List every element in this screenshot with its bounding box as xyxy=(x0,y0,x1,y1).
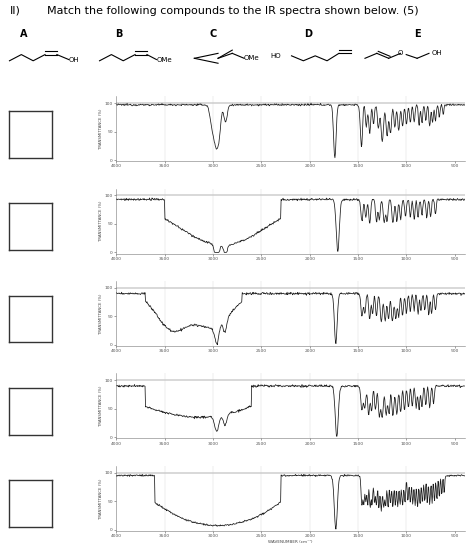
Text: B: B xyxy=(115,29,122,38)
Text: E: E xyxy=(414,29,420,38)
Text: C: C xyxy=(210,29,217,38)
Text: OH: OH xyxy=(431,51,442,56)
Y-axis label: TRANSMITTANCE (%): TRANSMITTANCE (%) xyxy=(99,201,102,241)
Text: Match the following compounds to the IR spectra shown below. (5): Match the following compounds to the IR … xyxy=(47,6,419,15)
X-axis label: WAVENUMBER (cm⁻¹): WAVENUMBER (cm⁻¹) xyxy=(268,540,312,544)
Text: A: A xyxy=(20,29,27,38)
Y-axis label: TRANSMITTANCE (%): TRANSMITTANCE (%) xyxy=(99,108,102,149)
Text: OMe: OMe xyxy=(244,56,260,61)
Y-axis label: TRANSMITTANCE (%): TRANSMITTANCE (%) xyxy=(99,293,102,334)
Text: II): II) xyxy=(9,6,20,15)
Text: HO: HO xyxy=(270,53,281,59)
Y-axis label: TRANSMITTANCE (%): TRANSMITTANCE (%) xyxy=(99,478,102,519)
Text: OH: OH xyxy=(69,57,79,63)
Text: D: D xyxy=(304,29,312,38)
Text: OMe: OMe xyxy=(156,57,172,63)
Y-axis label: TRANSMITTANCE (%): TRANSMITTANCE (%) xyxy=(99,386,102,426)
Text: O: O xyxy=(398,51,403,56)
